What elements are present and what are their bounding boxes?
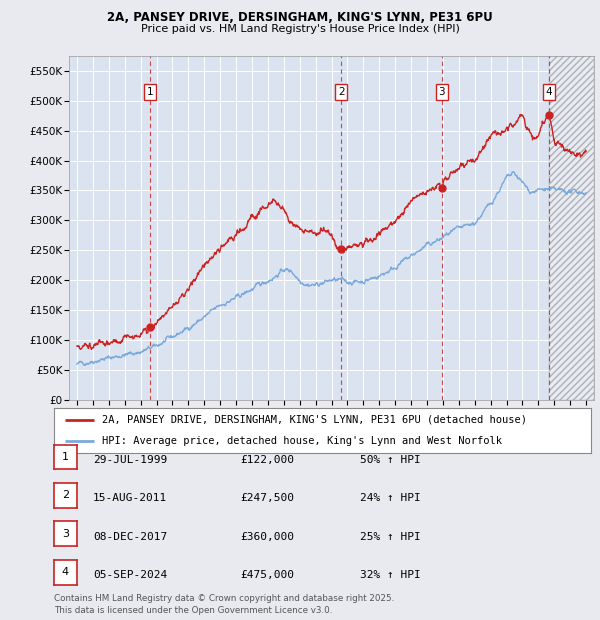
Text: 24% ↑ HPI: 24% ↑ HPI [360,494,421,503]
Text: £247,500: £247,500 [240,494,294,503]
Text: 3: 3 [439,87,445,97]
Text: 1: 1 [146,87,153,97]
Text: Contains HM Land Registry data © Crown copyright and database right 2025.
This d: Contains HM Land Registry data © Crown c… [54,593,394,615]
Text: 05-SEP-2024: 05-SEP-2024 [93,570,167,580]
Text: 50% ↑ HPI: 50% ↑ HPI [360,455,421,465]
Text: 3: 3 [62,529,69,539]
Bar [549,56,594,400]
Text: 08-DEC-2017: 08-DEC-2017 [93,532,167,542]
Text: 4: 4 [62,567,69,577]
Text: 2A, PANSEY DRIVE, DERSINGHAM, KING'S LYNN, PE31 6PU: 2A, PANSEY DRIVE, DERSINGHAM, KING'S LYN… [107,11,493,24]
Text: 2: 2 [62,490,69,500]
Text: 25% ↑ HPI: 25% ↑ HPI [360,532,421,542]
Text: 15-AUG-2011: 15-AUG-2011 [93,494,167,503]
Text: 32% ↑ HPI: 32% ↑ HPI [360,570,421,580]
Text: £122,000: £122,000 [240,455,294,465]
Text: Price paid vs. HM Land Registry's House Price Index (HPI): Price paid vs. HM Land Registry's House … [140,24,460,34]
Text: 4: 4 [545,87,552,97]
Text: £475,000: £475,000 [240,570,294,580]
Text: 2A, PANSEY DRIVE, DERSINGHAM, KING'S LYNN, PE31 6PU (detached house): 2A, PANSEY DRIVE, DERSINGHAM, KING'S LYN… [103,415,527,425]
Text: HPI: Average price, detached house, King's Lynn and West Norfolk: HPI: Average price, detached house, King… [103,436,502,446]
Text: 29-JUL-1999: 29-JUL-1999 [93,455,167,465]
Text: 2: 2 [338,87,344,97]
Text: £360,000: £360,000 [240,532,294,542]
Text: 1: 1 [62,452,69,462]
